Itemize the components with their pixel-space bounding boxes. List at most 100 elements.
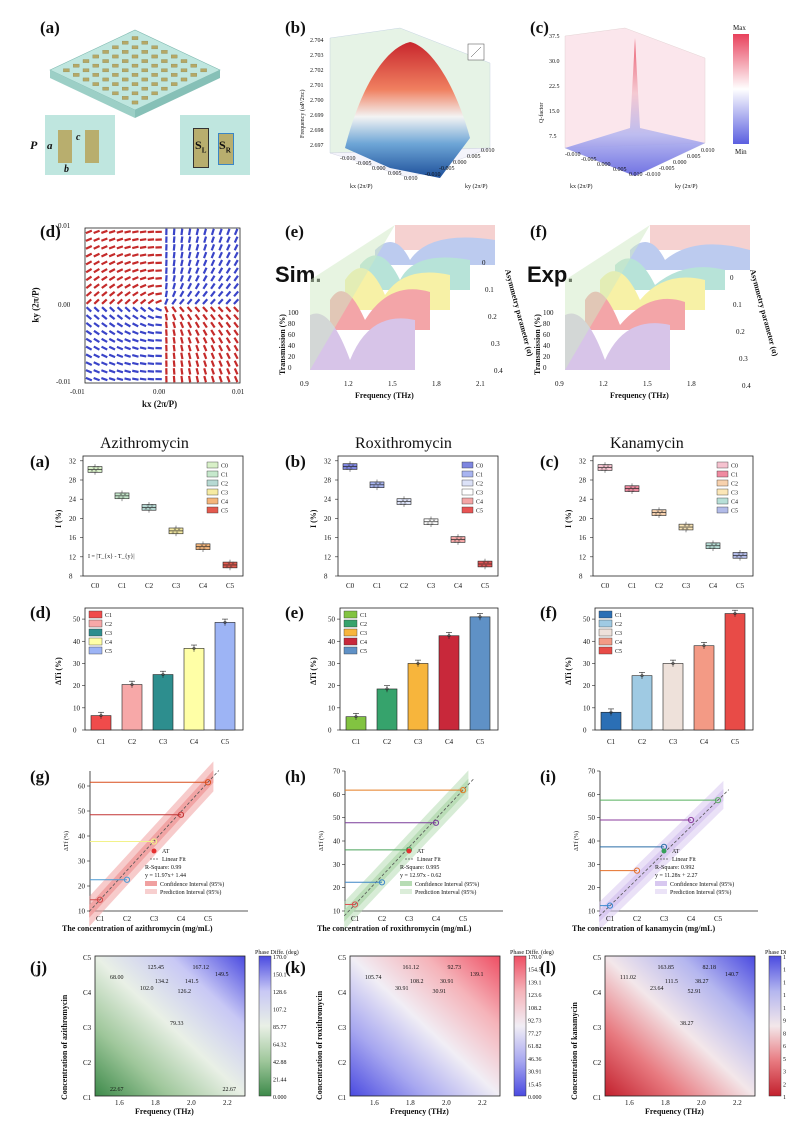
heat-cb-tick: 96.82 (783, 1019, 786, 1025)
polarization-vector (218, 267, 224, 274)
polarization-vector (180, 352, 184, 360)
fit-point (459, 787, 467, 794)
legend-swatch (206, 506, 219, 514)
polarization-vector (85, 329, 93, 336)
polarization-vector (101, 345, 108, 351)
polarization-vector (225, 275, 232, 282)
heat-cb-title: Phase Diffe. (deg) (510, 949, 554, 956)
polarization-vector (180, 251, 184, 259)
fit-ytick-label: 10 (588, 908, 596, 916)
polarization-vector (132, 354, 139, 358)
rod-b (85, 130, 99, 163)
polarization-vector (179, 290, 185, 298)
metasurface-rod (112, 54, 119, 59)
qfactor-surface-plot: 37.530.022.515.07.5-0.010-0.0050.0000.00… (538, 24, 749, 190)
polarization-vector (132, 322, 139, 328)
box-point (606, 464, 610, 467)
b-ztick: 2.700 (310, 98, 324, 104)
polarization-vector (172, 259, 176, 267)
heat-ytick-label: C4 (83, 989, 92, 997)
bar-ytick-label: 0 (73, 727, 77, 735)
polarization-vector (172, 352, 176, 360)
polarization-vector (108, 377, 116, 382)
fit-xlabel: The concentration of kanamycin (mg/mL) (572, 924, 715, 933)
heat-ytick-label: C2 (83, 1059, 92, 1067)
fit-point (351, 901, 359, 908)
fit-xtick-label: C5 (204, 915, 213, 923)
c-xtick: -0.005 (581, 157, 597, 163)
bar-xtick-label: C3 (159, 738, 168, 746)
bar-xtick-label: C4 (445, 738, 454, 746)
heat-ytick-label: C4 (338, 989, 347, 997)
fit-xtick-label: C3 (150, 915, 159, 923)
fit-panel-label: (h) (285, 767, 306, 786)
heat-cb-tick: 77.27 (528, 1031, 542, 1037)
polarization-vector (101, 252, 108, 258)
panel-c-label: (c) (530, 18, 549, 37)
bar-ytick-label: 30 (328, 660, 336, 668)
polarization-vector (93, 252, 100, 258)
e-xtick: 1.5 (388, 380, 397, 388)
fit-xtick-label: C4 (177, 915, 186, 923)
heat-ytick-label: C3 (338, 1024, 347, 1032)
polarization-vector (131, 330, 139, 335)
polarization-vector (85, 252, 93, 258)
polarization-vector (116, 330, 124, 336)
polarization-vector (195, 352, 200, 360)
fit-ylabel: ΔTf (%) (318, 831, 325, 851)
legend-pi-swatch (655, 889, 667, 894)
c-ztick: 30.0 (549, 59, 560, 65)
legend-label: C5 (615, 649, 622, 655)
box-point (231, 561, 235, 565)
b-xlabel: kx (2π/P) (350, 183, 373, 190)
bar-C2 (376, 688, 398, 731)
legend-swatch (343, 610, 358, 619)
box-point (171, 531, 175, 535)
legend-swatch (343, 628, 358, 637)
polarization-vector (93, 245, 100, 250)
polarization-vector (164, 313, 168, 321)
box-point (708, 546, 712, 549)
metasurface-rod (171, 73, 178, 77)
polarization-vector (85, 260, 93, 266)
heat-cb-tick: 61.82 (528, 1044, 542, 1050)
box-point (351, 463, 355, 466)
box-point (401, 498, 405, 501)
fit-plot: 10 20 30 40 50 60 C1 C2 C3 C4 C5 ΔTf (%) The concent… (62, 761, 248, 933)
b-ytick: 0.005 (467, 154, 481, 160)
box-point (200, 543, 204, 546)
polarization-vector (132, 306, 139, 313)
unit-cell-left (45, 115, 115, 175)
polarization-vector (101, 298, 108, 305)
box-ytick-label: 28 (69, 477, 77, 485)
polarization-vector (226, 375, 231, 383)
legend-ci-swatch (145, 881, 157, 886)
polarization-vector (100, 237, 108, 242)
polarization-vector (203, 236, 208, 244)
polarization-vector (93, 237, 101, 242)
polarization-vector (116, 245, 124, 250)
metasurface-rod (131, 82, 139, 86)
heat-xlabel: Frequency (THz) (390, 1107, 449, 1116)
polarization-vector (85, 237, 93, 242)
heat-annotation: 105.74 (365, 975, 382, 981)
polarization-vector (233, 344, 239, 352)
polarization-vector (93, 345, 100, 351)
metasurface-rod (92, 73, 99, 77)
e-ytick: 0 (288, 364, 292, 372)
polarization-vector (124, 330, 131, 336)
f-ztick: 0.4 (742, 382, 751, 390)
e-ylabel: Transmission (%) (278, 314, 287, 375)
fit-ytick-label: 60 (588, 791, 596, 799)
heat-cb-tick: 82.18 (783, 1031, 786, 1037)
heat-cb-tick: 42.88 (273, 1060, 287, 1066)
polarization-vector (101, 329, 108, 336)
polarization-vector (195, 368, 200, 375)
heat-cb-title: Phase Diffe. (deg) (255, 949, 299, 956)
metasurface-rod (141, 40, 148, 45)
polarization-vector (101, 283, 108, 289)
polarization-vector (147, 276, 155, 281)
heat-xtick-label: 2.2 (478, 1099, 487, 1107)
legend-label: C4 (105, 640, 112, 646)
heat-cb-tick: 128.6 (273, 990, 287, 996)
